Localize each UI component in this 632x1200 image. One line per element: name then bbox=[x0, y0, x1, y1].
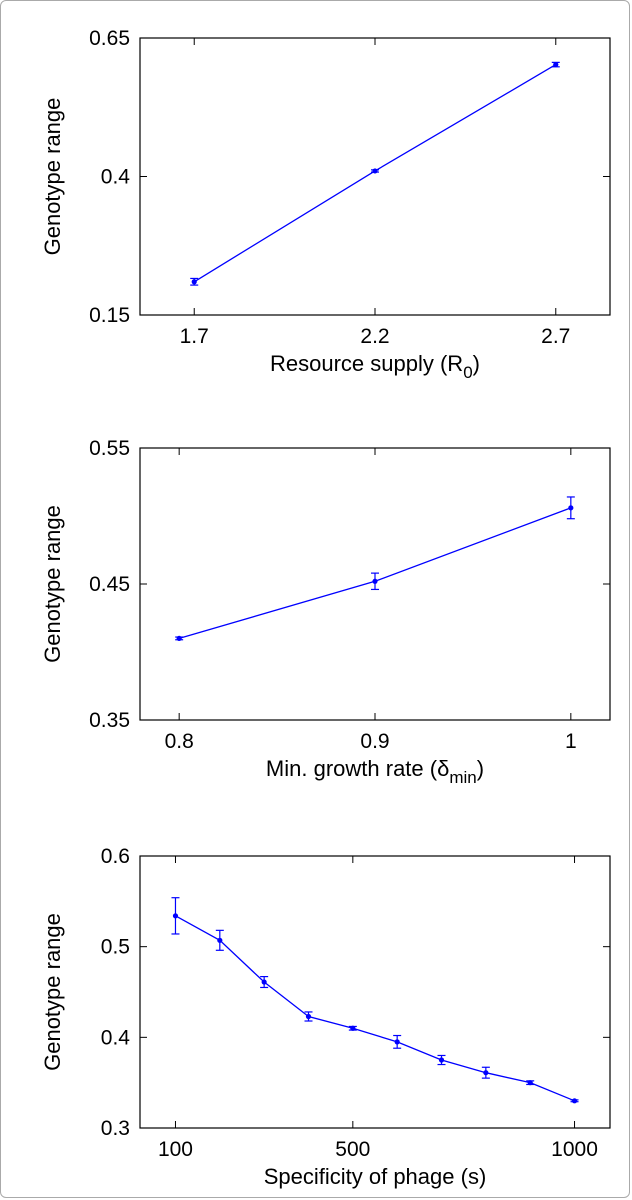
plot-area bbox=[139, 855, 611, 1129]
data-point bbox=[176, 635, 182, 642]
data-point bbox=[172, 913, 179, 919]
y-axis-label: Genotype range bbox=[40, 505, 65, 663]
x-tick-label: 2.2 bbox=[360, 325, 389, 348]
y-tick-label: 0.5 bbox=[101, 936, 130, 959]
data-point bbox=[261, 979, 267, 985]
y-tick-label: 0.3 bbox=[101, 1117, 130, 1140]
y-tick-label: 0.15 bbox=[89, 304, 130, 327]
y-tick-label: 0.4 bbox=[101, 1026, 131, 1049]
data-point bbox=[305, 1013, 312, 1020]
y-tick-label: 0.4 bbox=[101, 166, 131, 189]
x-axis-label: Specificity of phage (s) bbox=[264, 1164, 487, 1189]
y-tick-label: 0.35 bbox=[89, 709, 130, 732]
x-tick-label: 2.7 bbox=[541, 325, 570, 348]
chart-2: 0.8 0.9 1 0.35 0.45 0.55 Min. growth rate (δmi… bbox=[40, 437, 611, 787]
x-tick-label: 0.8 bbox=[165, 730, 194, 753]
series-line bbox=[175, 915, 575, 1102]
data-point bbox=[372, 578, 378, 584]
data-point bbox=[191, 279, 197, 285]
y-tick-label: 0.45 bbox=[89, 573, 130, 596]
x-tick-label: 1000 bbox=[551, 1138, 598, 1161]
x-axis-label: Min. growth rate (δmin) bbox=[266, 756, 484, 787]
data-point bbox=[527, 1080, 533, 1086]
data-point bbox=[350, 1025, 356, 1031]
x-tick-label: 1 bbox=[565, 730, 577, 753]
y-tick-label: 0.65 bbox=[89, 27, 130, 50]
y-tick-label: 0.55 bbox=[89, 437, 130, 460]
data-point bbox=[553, 61, 559, 68]
data-point bbox=[571, 1098, 578, 1104]
data-point bbox=[394, 1039, 400, 1045]
y-axis-label: Genotype range bbox=[40, 98, 65, 256]
x-tick-label: 0.9 bbox=[360, 730, 389, 753]
x-tick-label: 500 bbox=[335, 1138, 370, 1161]
x-tick-label: 100 bbox=[158, 1138, 193, 1161]
data-point bbox=[568, 505, 574, 511]
data-point bbox=[372, 168, 378, 174]
y-tick-label: 0.6 bbox=[101, 845, 130, 868]
plot-area bbox=[139, 37, 611, 316]
data-point bbox=[217, 937, 223, 943]
data-point bbox=[483, 1070, 489, 1076]
data-point bbox=[438, 1057, 445, 1063]
chart-3: 100 500 1000 0.3 0.4 0.5 0.6 Specificity of pha… bbox=[40, 845, 611, 1189]
chart-1: 1.7 2.2 2.7 0.15 0.4 0.65 Resource supply (R0)… bbox=[40, 27, 611, 382]
x-axis-label: Resource supply (R0) bbox=[270, 351, 480, 382]
x-tick-label: 1.7 bbox=[180, 325, 209, 348]
y-axis-label: Genotype range bbox=[40, 913, 65, 1071]
